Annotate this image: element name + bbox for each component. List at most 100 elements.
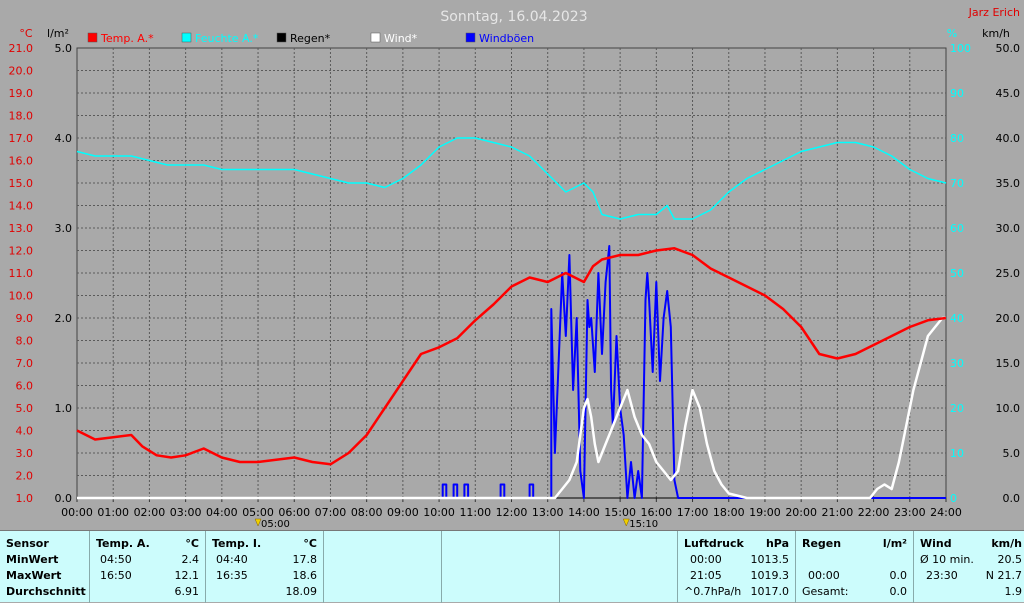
- wind-tick-label: 10.0: [996, 402, 1021, 415]
- rain-column: Regen l/m² 00:00 0.0 Gesamt: 0.0: [796, 531, 914, 603]
- pressure-min: 1013.5: [750, 553, 790, 566]
- x-tick-label: 14:00: [568, 506, 600, 519]
- temp-a-column: Temp. A. °C 04:50 2.4 16:50 12.1 6.91: [90, 531, 206, 603]
- rain-axis: 0.0 1.0 2.0 3.0 4.0 5.0: [55, 42, 73, 505]
- x-tick-label: 22:00: [858, 506, 890, 519]
- pressure-trend: ^0.7hPa/h: [684, 585, 742, 598]
- wind-unit: km/h: [991, 537, 1022, 550]
- wind-tick-label: 20.0: [996, 312, 1021, 325]
- temp-tick-label: 11.0: [9, 267, 34, 280]
- weather-chart: Sonntag, 16.04.2023 Jarz Erich °C l/m² %…: [9, 6, 1021, 530]
- rain-tick-label: 0.0: [55, 492, 73, 505]
- temp-a-min: 2.4: [181, 553, 200, 566]
- author-label: Jarz Erich: [968, 6, 1020, 19]
- temp-tick-label: 16.0: [9, 155, 34, 168]
- x-tick-label: 04:00: [206, 506, 238, 519]
- temp-tick-label: 3.0: [16, 447, 34, 460]
- x-tick-label: 02:00: [134, 506, 166, 519]
- humidity-tick-label: 40: [950, 312, 964, 325]
- series-line-feuchte-a: [76, 137, 947, 220]
- empty-column-1: [324, 531, 442, 603]
- temp-a-min-time: 04:50: [100, 553, 132, 566]
- temp-a-header: Temp. A.: [96, 537, 150, 550]
- legend-swatch: [276, 32, 287, 43]
- series-line-wind: [77, 316, 946, 500]
- rain-tick-label: 4.0: [55, 132, 73, 145]
- pressure-unit: hPa: [765, 537, 789, 550]
- wind-tick-label: 45.0: [996, 87, 1021, 100]
- sensor-column: Sensor MinWert MaxWert Durchschnitt: [0, 531, 90, 603]
- wind-tick-label: 40.0: [996, 132, 1021, 145]
- x-tick-label: 10:00: [423, 506, 455, 519]
- max-row-label: MaxWert: [6, 569, 62, 582]
- rain-total-label: Gesamt:: [802, 585, 849, 598]
- legend-label: Regen*: [290, 32, 331, 45]
- temp-tick-label: 9.0: [16, 312, 34, 325]
- x-tick-label: 23:00: [894, 506, 926, 519]
- temp-i-header: Temp. I.: [212, 537, 262, 550]
- min-row-label: MinWert: [6, 553, 59, 566]
- time-markers: 05:00 15:10: [254, 518, 658, 530]
- temp-i-avg: 18.09: [285, 585, 318, 598]
- x-tick-label: 11:00: [459, 506, 491, 519]
- temp-tick-label: 10.0: [9, 290, 34, 303]
- time-marker-label: 05:00: [261, 519, 290, 530]
- chart-legend: Temp. A.* Feuchte A.* Regen* Wind* Windböen: [87, 32, 534, 45]
- wind-tick-label: 30.0: [996, 222, 1021, 235]
- x-tick-label: 15:00: [604, 506, 636, 519]
- temp-tick-label: 4.0: [16, 425, 34, 438]
- temp-tick-label: 12.0: [9, 245, 34, 258]
- temp-tick-label: 5.0: [16, 402, 34, 415]
- pressure-max-time: 21:05: [690, 569, 722, 582]
- x-tick-label: 05:00: [242, 506, 274, 519]
- x-tick-label: 20:00: [785, 506, 817, 519]
- empty-column-3: [560, 531, 678, 603]
- rain-tick-label: 3.0: [55, 222, 73, 235]
- temp-i-unit: °C: [303, 537, 317, 550]
- temp-tick-label: 20.0: [9, 65, 34, 78]
- rain-unit: l/m²: [882, 537, 907, 550]
- humidity-tick-label: 50: [950, 267, 964, 280]
- legend-swatch: [87, 32, 98, 43]
- wind-max-time: 23:30: [926, 569, 958, 582]
- pressure-max: 1019.3: [750, 569, 790, 582]
- x-tick-label: 18:00: [713, 506, 745, 519]
- wind-avg-label: Ø 10 min.: [920, 553, 974, 566]
- wind-tick-label: 25.0: [996, 267, 1021, 280]
- legend-swatch: [465, 32, 476, 43]
- rain-tick-label: 1.0: [55, 402, 73, 415]
- x-tick-label: 17:00: [677, 506, 709, 519]
- pressure-min-time: 00:00: [690, 553, 722, 566]
- legend-label: Temp. A.*: [100, 32, 154, 45]
- temp-i-max: 18.6: [292, 569, 318, 582]
- x-tick-label: 21:00: [822, 506, 854, 519]
- humidity-tick-label: 10: [950, 447, 964, 460]
- x-tick-label: 01:00: [97, 506, 129, 519]
- legend-label: Windböen: [479, 32, 534, 45]
- temp-tick-label: 15.0: [9, 177, 34, 190]
- legend-label: Feuchte A.*: [195, 32, 259, 45]
- grid-lines: [77, 48, 946, 498]
- temp-a-max-time: 16:50: [100, 569, 132, 582]
- humidity-tick-label: 70: [950, 177, 964, 190]
- sensor-header: Sensor: [6, 537, 49, 550]
- temp-axis: 1.0 2.0 3.0 4.0 5.0 6.0 7.0 8.0 9.0 10.0 11.0 12.0 1…: [9, 42, 34, 505]
- rain-unit-label: l/m²: [47, 27, 69, 40]
- temp-tick-label: 19.0: [9, 87, 34, 100]
- avg-row-label: Durchschnitt: [6, 585, 86, 598]
- time-marker-icon: [254, 518, 262, 527]
- rain-header: Regen: [802, 537, 842, 550]
- pressure-column: Luftdruck hPa 00:00 1013.5 21:05 1019.3 …: [678, 531, 796, 603]
- wind-axis: 0.0 5.0 10.0 15.0 20.0 25.0 30.0 35.0 40.0 45.0 50…: [996, 42, 1021, 505]
- rain-tick-label: 5.0: [55, 42, 73, 55]
- temp-unit-label: °C: [19, 27, 33, 40]
- humidity-tick-label: 20: [950, 402, 964, 415]
- x-tick-label: 16:00: [640, 506, 672, 519]
- temp-tick-label: 17.0: [9, 132, 34, 145]
- statistics-panel: Sensor MinWert MaxWert Durchschnitt Temp…: [0, 530, 1024, 603]
- wind-mean: 1.9: [1004, 585, 1023, 598]
- temp-tick-label: 13.0: [9, 222, 34, 235]
- temp-tick-label: 7.0: [16, 357, 34, 370]
- humidity-unit-label: %: [947, 27, 957, 40]
- rain-value: 0.0: [889, 569, 908, 582]
